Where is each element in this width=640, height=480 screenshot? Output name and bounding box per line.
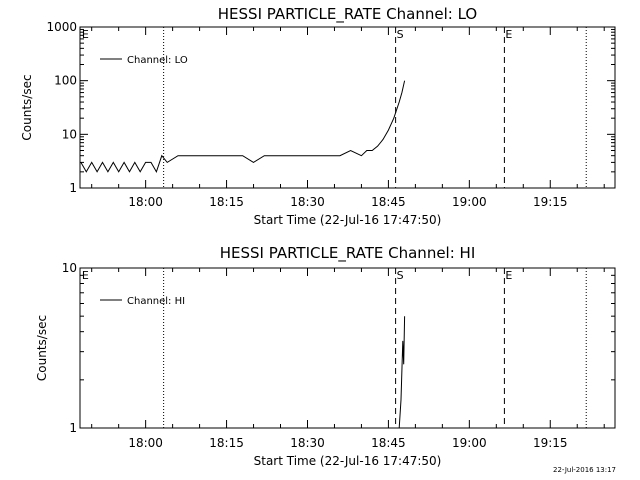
event-marker-label: S (397, 269, 404, 282)
series-line (80, 80, 406, 174)
event-marker-label: E (82, 28, 89, 41)
x-tick-label: 19:00 (452, 195, 487, 209)
y-axis-label: Counts/sec (35, 315, 49, 381)
event-marker-label: S (397, 28, 404, 41)
x-axis-label: Start Time (22-Jul-16 17:47:50) (254, 454, 442, 468)
y-axis-label: Counts/sec (20, 74, 34, 140)
y-tick-label: 100 (54, 74, 77, 88)
x-tick-label: 18:45 (371, 195, 406, 209)
legend-label: Channel: LO (127, 55, 188, 66)
x-tick-label: 19:00 (452, 436, 487, 450)
legend-label: Channel: HI (127, 296, 185, 307)
chart-title: HESSI PARTICLE_RATE Channel: LO (218, 5, 477, 24)
print-timestamp: 22-Jul-2016 13:17 (553, 466, 617, 474)
y-tick-label: 1 (69, 421, 77, 435)
y-tick-label: 1 (69, 181, 77, 195)
x-tick-label: 18:45 (371, 436, 406, 450)
x-tick-label: 19:15 (533, 436, 568, 450)
y-tick-label: 10 (62, 127, 77, 141)
chart-title: HESSI PARTICLE_RATE Channel: HI (220, 244, 476, 263)
y-tick-label: 10 (62, 261, 77, 275)
series-line (398, 316, 406, 429)
event-marker-label: E (505, 28, 512, 41)
x-tick-label: 18:15 (209, 436, 244, 450)
x-tick-label: 18:30 (290, 195, 325, 209)
plot-frame (79, 267, 616, 429)
x-tick-label: 18:30 (290, 436, 325, 450)
x-tick-label: 19:15 (533, 195, 568, 209)
y-tick-label: 1000 (46, 20, 77, 34)
x-tick-label: 18:00 (128, 436, 163, 450)
x-tick-label: 18:15 (209, 195, 244, 209)
event-marker-label: E (505, 269, 512, 282)
plot-frame (79, 26, 616, 189)
x-axis-label: Start Time (22-Jul-16 17:47:50) (254, 213, 442, 227)
event-marker-label: E (82, 269, 89, 282)
x-tick-label: 18:00 (128, 195, 163, 209)
